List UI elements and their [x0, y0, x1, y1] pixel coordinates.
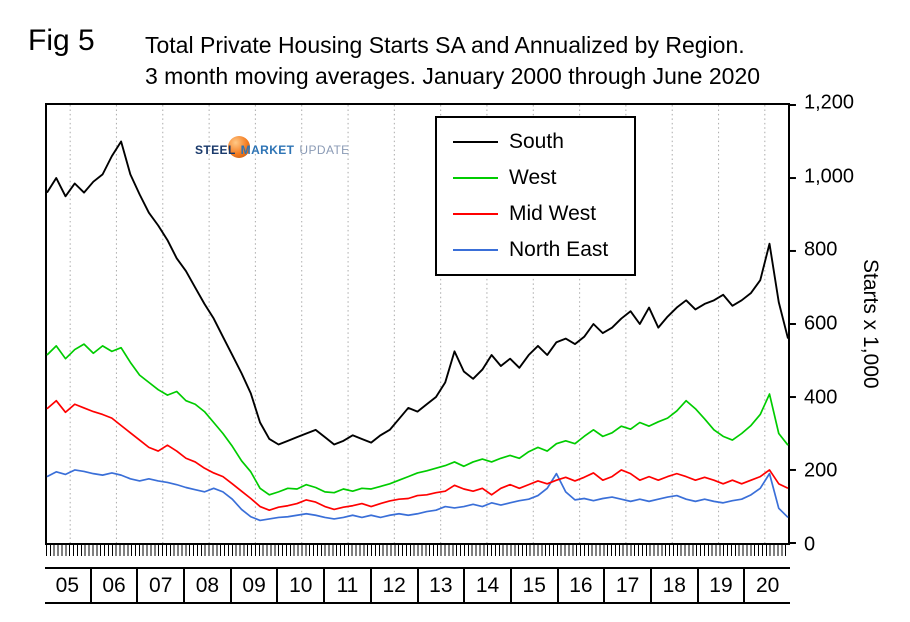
y-tick-label: 400: [804, 386, 838, 409]
x-tick-label: 08: [183, 569, 230, 602]
x-tick-label: 13: [416, 569, 464, 602]
legend-item: North East: [453, 238, 608, 262]
y-axis: 1,200 1,000 800 600 400 200 0: [798, 92, 862, 556]
x-tick-label: 06: [89, 569, 137, 602]
series-west: [46, 343, 789, 496]
y-axis-title: Starts x 1,000: [859, 259, 882, 389]
x-tick-label: 12: [369, 569, 417, 602]
chart-title: Total Private Housing Starts SA and Annu…: [145, 30, 760, 92]
x-tick-label: 07: [136, 569, 183, 602]
legend-label: South: [509, 130, 564, 153]
chart-title-line2: 3 month moving averages. January 2000 th…: [145, 63, 761, 89]
y-tick-label: 800: [804, 238, 838, 261]
x-tick-label: 05: [55, 573, 80, 597]
legend-item: Mid West: [453, 202, 608, 226]
smu-logo-globe-icon: [228, 136, 250, 158]
y-tick-label: 600: [804, 312, 838, 335]
chart-title-line1: Total Private Housing Starts SA and Annu…: [145, 32, 745, 58]
x-axis-labels: 05 06 07 08 09 10 11 12 13 14 15 16 17 18 19 20: [45, 567, 790, 604]
x-tick-label: 15: [509, 569, 557, 602]
y-tick-label: 1,000: [804, 165, 855, 188]
legend-item: West: [453, 166, 608, 190]
x-axis-monthly-ticks: [46, 545, 789, 556]
legend-item: South: [453, 130, 608, 154]
legend: South West Mid West North East: [435, 116, 637, 276]
legend-line-sample: [453, 141, 498, 143]
figure-number: Fig 5: [28, 24, 95, 57]
x-tick-label: 14: [463, 569, 510, 602]
y-tick-label: 1,200: [804, 91, 855, 114]
x-tick-label: 20: [743, 569, 790, 602]
smu-logo-word-update: UPDATE: [299, 143, 350, 157]
x-tick-label: 17: [603, 569, 650, 602]
x-tick-label: 16: [556, 569, 604, 602]
x-tick-label: 11: [323, 569, 370, 602]
series-south: [46, 140, 789, 446]
plot-area: STEEL MARKET UPDATE South West Mid West North…: [45, 103, 796, 545]
y-tick-label: 200: [804, 459, 838, 482]
chart-canvas: [46, 104, 796, 544]
legend-line-sample: [453, 249, 498, 251]
x-tick-label: 19: [696, 569, 744, 602]
smu-logo-word-market: MARKET: [240, 143, 295, 157]
legend-line-sample: [453, 177, 498, 179]
legend-label: North East: [509, 238, 609, 261]
x-tick-label: 18: [649, 569, 697, 602]
legend-label: West: [509, 166, 557, 189]
legend-line-sample: [453, 213, 498, 215]
y-tick-label: 0: [804, 533, 816, 556]
x-tick-label: 09: [229, 569, 277, 602]
series-north-east: [46, 469, 789, 522]
smu-logo-word-steel: STEEL: [195, 143, 236, 157]
smu-logo: STEEL MARKET UPDATE: [195, 136, 350, 158]
x-tick-label: 10: [276, 569, 323, 602]
legend-label: Mid West: [509, 202, 597, 225]
series-mid-west: [46, 399, 789, 512]
